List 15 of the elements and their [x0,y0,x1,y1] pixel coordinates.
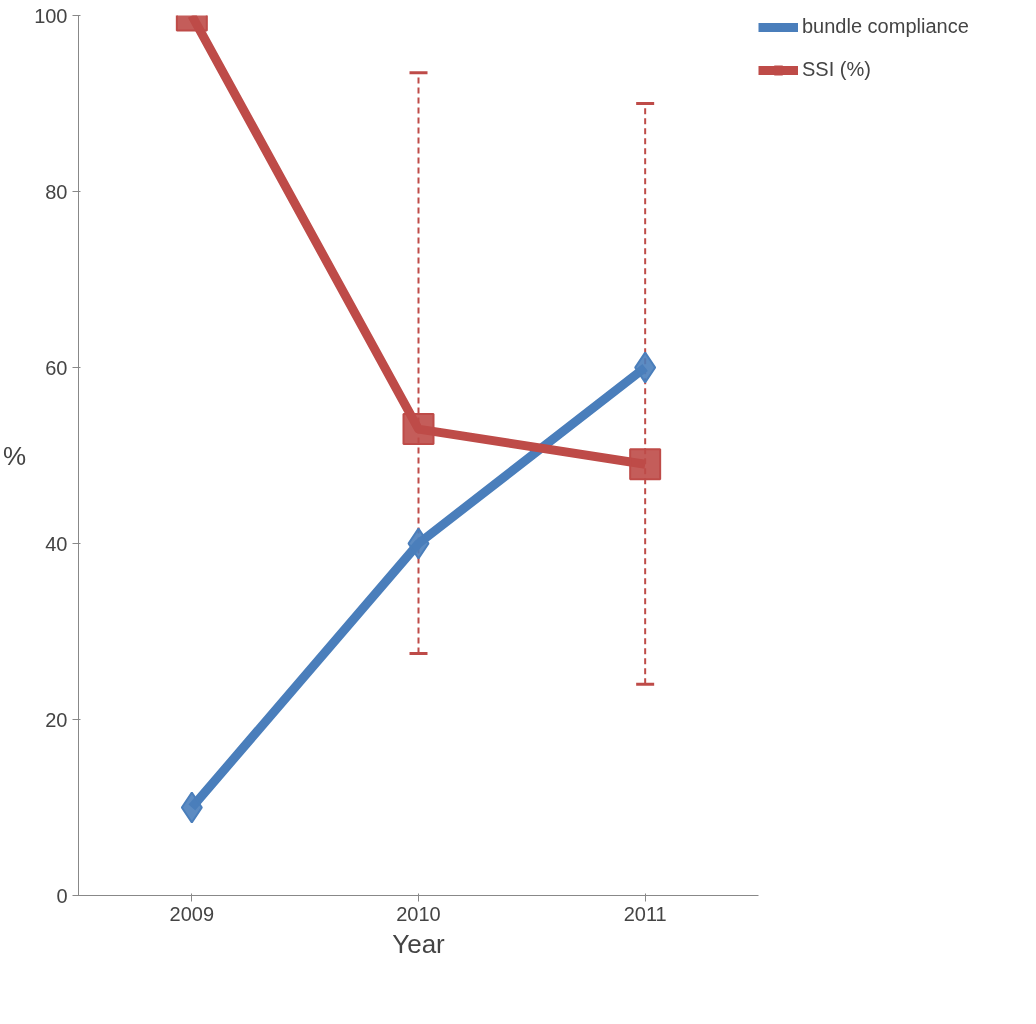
x-axis-title: Year [392,928,446,959]
point [629,448,662,481]
x-tick-label: 2010 [396,902,441,925]
y-tick-label: 20 [45,708,68,731]
y-tick-label: 60 [45,356,68,379]
y-tick-label: 100 [34,4,68,27]
y-tick-label: 40 [45,532,68,555]
y-tick-label: 80 [45,180,68,203]
legend-label: SSI (%) [802,58,871,81]
x-tick-label: 2009 [169,902,215,925]
legend-label: bundle compliance [802,15,969,38]
y-axis-title: % [3,440,27,471]
x-tick-label: 2011 [623,902,667,925]
point [402,413,435,446]
y-tick-label: 0 [56,884,68,907]
